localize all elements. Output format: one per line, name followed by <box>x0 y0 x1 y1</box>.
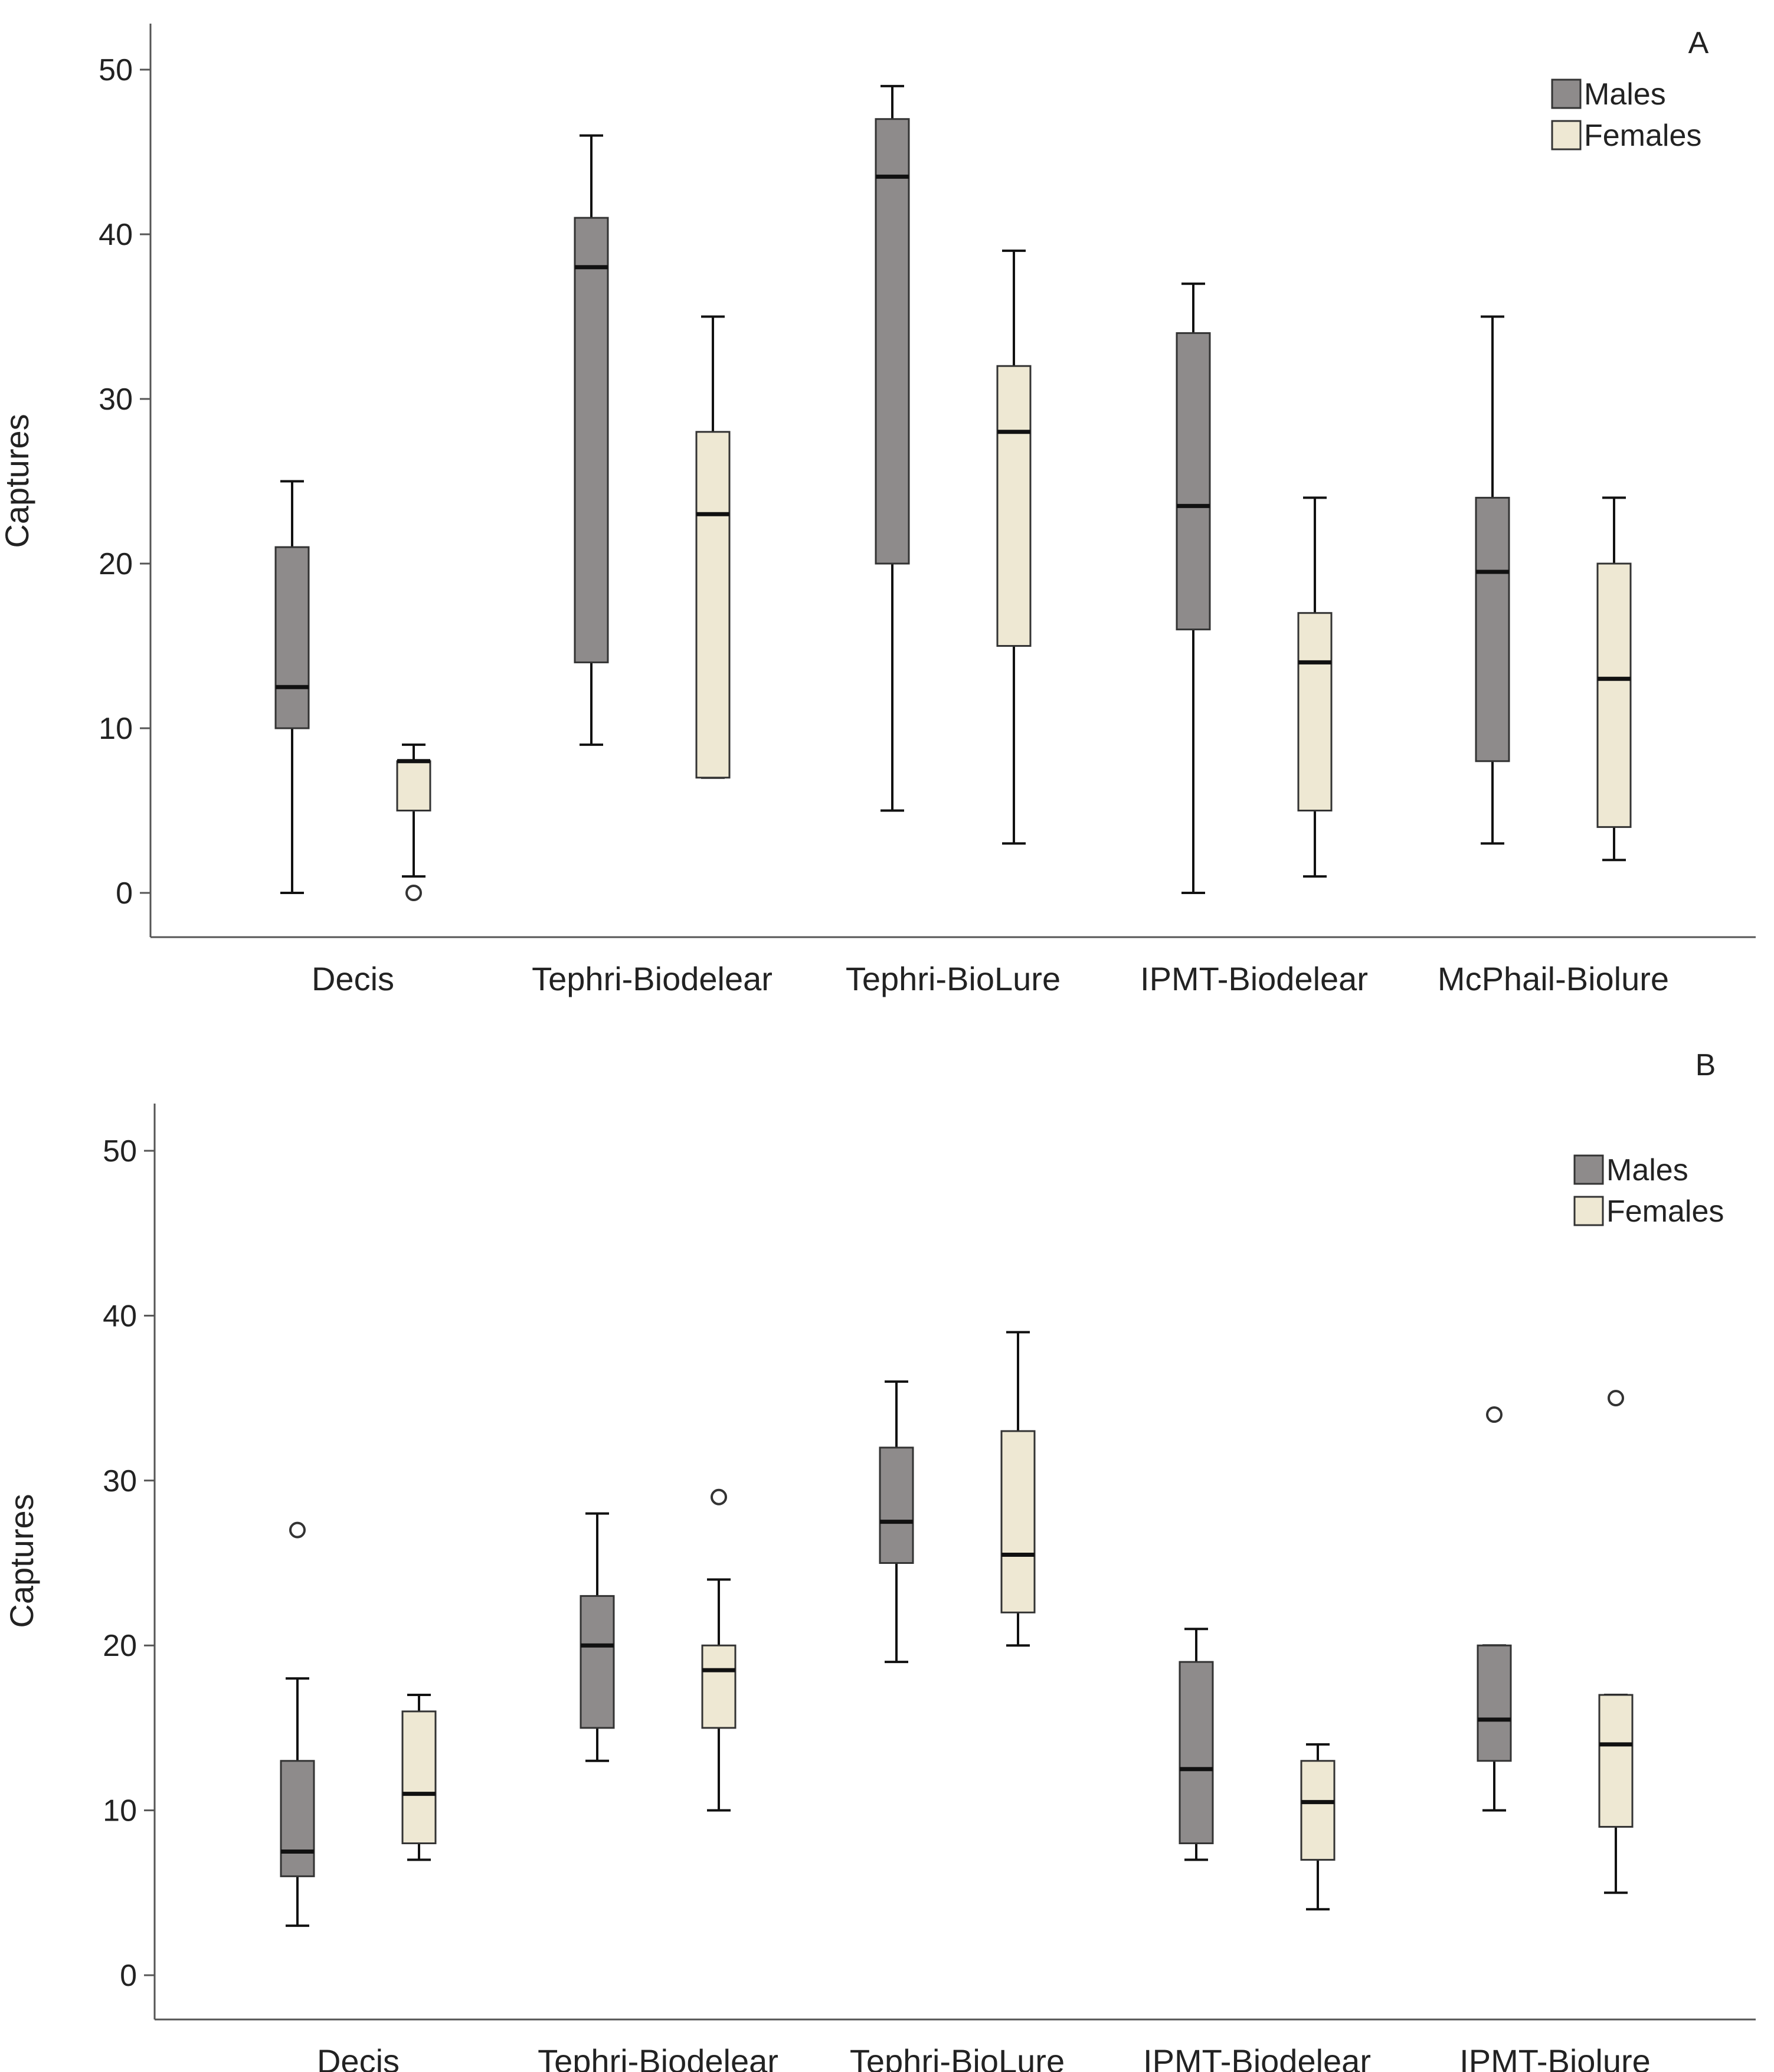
y-tick-label: 30 <box>99 382 133 417</box>
legend: Males Females <box>1551 77 1701 153</box>
y-tick-label: 10 <box>99 712 133 746</box>
box-females-ipmt-biolure <box>1598 1390 1634 1894</box>
chart-panel-a: 0 10 20 30 40 50 Captures A Decis Tephri-Biodelea… <box>0 24 1756 997</box>
iqr-box <box>695 431 731 779</box>
category-label-tephri-biolure: Tephri-BioLure <box>846 960 1061 997</box>
legend-label-males: Males <box>1584 77 1666 112</box>
category-label-ipmt-biodelear: IPMT-Biodelear <box>1140 960 1368 997</box>
box-females-mcphail-biolure <box>1596 496 1632 862</box>
box-males-ipmt-biodelear <box>1176 282 1211 894</box>
iqr-box <box>996 365 1032 647</box>
iqr-box <box>1475 496 1510 762</box>
box-males-decis <box>274 480 310 894</box>
box-females-decis <box>396 743 431 901</box>
outlier-point <box>405 885 422 901</box>
outlier-point <box>711 1488 727 1505</box>
panel-label: B <box>1696 1048 1716 1082</box>
box-males-ipmt-biolure <box>1477 1406 1512 1812</box>
iqr-box <box>1179 1661 1214 1844</box>
box-males-mcphail-biolure <box>1475 315 1510 845</box>
box-males-ipmt-biodelear <box>1179 1628 1214 1861</box>
box-males-tephri-biolure <box>879 1380 914 1664</box>
iqr-box <box>396 760 431 812</box>
y-tick-label: 40 <box>99 218 133 252</box>
iqr-box <box>1176 332 1211 631</box>
legend-label-females: Females <box>1606 1194 1724 1229</box>
box-females-tephri-biolure <box>996 249 1032 845</box>
category-label-decis: Decis <box>312 960 394 997</box>
box-females-tephri-biolure <box>1000 1331 1036 1647</box>
y-tick-label: 0 <box>120 1959 137 1993</box>
box-females-ipmt-biodelear <box>1300 1743 1336 1911</box>
iqr-box <box>1477 1644 1512 1762</box>
box-males-tephri-biolure <box>875 84 910 812</box>
iqr-box <box>274 546 310 729</box>
category-label-decis: Decis <box>317 2042 400 2072</box>
category-label-tephri-biolure: Tephri-BioLure <box>850 2042 1065 2072</box>
panel-label: A <box>1688 26 1709 60</box>
box-males-tephri-biodelear <box>580 1512 615 1762</box>
legend: Males Females <box>1573 1153 1724 1229</box>
iqr-box <box>574 217 609 663</box>
iqr-box <box>1596 562 1632 828</box>
y-tick-label: 0 <box>116 876 133 911</box>
category-label-ipmt-biolure: IPMT-Biolure <box>1459 2042 1651 2072</box>
iqr-box <box>280 1760 315 1877</box>
category-label-tephri-biodelear: Tephri-Biodelear <box>532 960 773 997</box>
category-label-ipmt-biodelear: IPMT-Biodelear <box>1143 2042 1371 2072</box>
box-females-ipmt-biodelear <box>1297 496 1333 878</box>
iqr-box <box>1300 1760 1336 1861</box>
legend-swatch-males <box>1551 78 1582 109</box>
outlier-point <box>1486 1406 1503 1423</box>
iqr-box <box>401 1710 437 1844</box>
y-tick-label: 50 <box>103 1134 137 1168</box>
box-females-decis <box>401 1694 437 1861</box>
y-tick-label: 20 <box>99 547 133 581</box>
box-males-decis <box>280 1521 315 1927</box>
iqr-box <box>1297 612 1333 811</box>
legend-label-females: Females <box>1584 119 1701 153</box>
legend-label-males: Males <box>1606 1153 1688 1187</box>
y-tick-label: 50 <box>99 53 133 87</box>
outlier-point <box>1608 1390 1624 1407</box>
y-tick-label: 30 <box>103 1464 137 1498</box>
iqr-box <box>701 1644 737 1729</box>
chart-panel-b: 0 10 20 30 40 50 Captures B Decis Tephri-Biodelea… <box>3 1048 1756 2072</box>
iqr-box <box>1000 1430 1036 1613</box>
y-axis-title: Captures <box>0 414 35 548</box>
y-axis-title: Captures <box>3 1494 40 1628</box>
y-tick-label: 10 <box>103 1794 137 1828</box>
legend-swatch-males <box>1573 1154 1604 1185</box>
category-label-tephri-biodelear: Tephri-Biodelear <box>538 2042 778 2072</box>
box-females-tephri-biodelear <box>701 1488 737 1812</box>
category-label-mcphail-biolure: McPhail-Biolure <box>1438 960 1669 997</box>
iqr-box <box>580 1595 615 1729</box>
legend-swatch-females <box>1573 1196 1604 1226</box>
box-males-tephri-biodelear <box>574 134 609 746</box>
iqr-box <box>875 118 910 565</box>
y-tick-label: 20 <box>103 1629 137 1663</box>
legend-swatch-females <box>1551 120 1582 150</box>
iqr-box <box>1598 1694 1634 1828</box>
iqr-box <box>879 1446 914 1564</box>
box-females-tephri-biodelear <box>695 315 731 779</box>
y-tick-label: 40 <box>103 1299 137 1333</box>
outlier-point <box>289 1521 306 1539</box>
